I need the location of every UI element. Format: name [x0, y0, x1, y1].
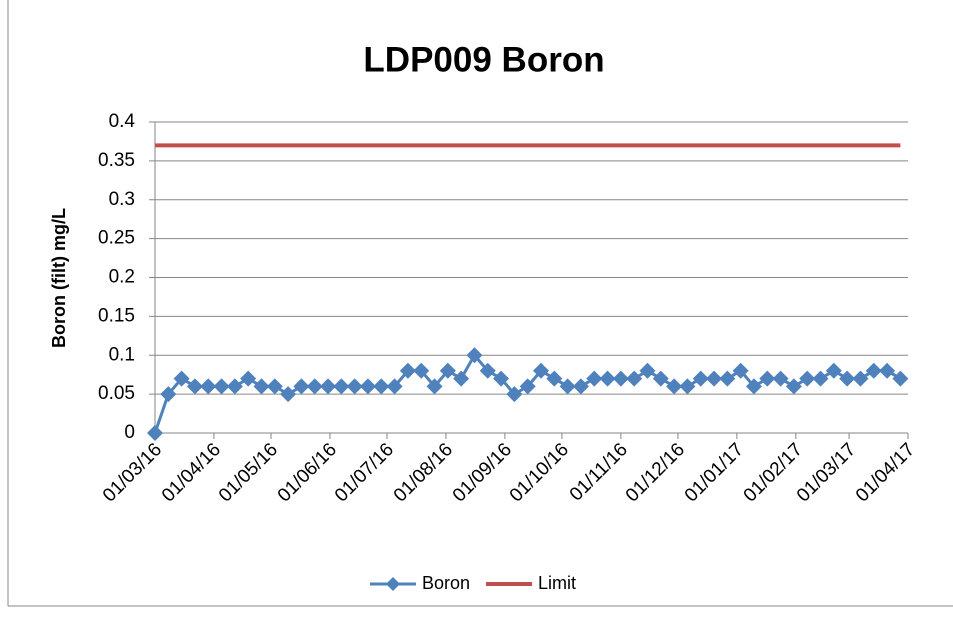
data-point: [479, 362, 496, 379]
data-point: [147, 425, 163, 441]
data-point: [533, 362, 550, 379]
data-point: [626, 370, 643, 387]
data-point: [426, 378, 443, 395]
data-point: [493, 370, 510, 387]
data-point: [612, 370, 629, 387]
data-point: [466, 347, 483, 364]
data-point: [586, 370, 603, 387]
data-point: [839, 370, 856, 387]
data-point: [785, 378, 802, 395]
data-point: [825, 362, 842, 379]
y-tick-label: 0.25: [98, 228, 135, 249]
legend-label: Limit: [538, 573, 576, 593]
data-point: [679, 378, 696, 395]
data-point: [639, 362, 656, 379]
data-point: [266, 378, 283, 395]
data-point: [399, 362, 416, 379]
data-point: [413, 362, 430, 379]
data-point: [359, 378, 376, 395]
data-point: [652, 370, 669, 387]
data-point: [692, 370, 709, 387]
data-point: [346, 378, 363, 395]
y-tick-label: 0.1: [109, 344, 135, 365]
y-tick-label: 0.35: [98, 150, 135, 171]
y-tick-label: 0: [124, 422, 135, 443]
chart-title: LDP009 Boron: [363, 40, 604, 79]
legend-label: Boron: [422, 573, 470, 593]
y-tick-label: 0.3: [109, 189, 135, 210]
data-point: [173, 370, 190, 387]
data-point: [373, 378, 390, 395]
data-point: [306, 378, 323, 395]
data-point: [253, 378, 270, 395]
data-point: [186, 378, 203, 395]
data-point: [892, 370, 909, 387]
data-point: [599, 370, 616, 387]
y-tick-label: 0.2: [109, 267, 135, 288]
y-tick-label: 0.15: [98, 305, 135, 326]
data-point: [386, 378, 403, 395]
data-point: [719, 370, 736, 387]
data-point: [280, 386, 297, 403]
data-point: [879, 362, 896, 379]
data-point: [572, 378, 589, 395]
data-point: [772, 370, 789, 387]
data-point: [546, 370, 563, 387]
data-point: [453, 370, 470, 387]
y-tick-label: 0.05: [98, 383, 135, 404]
data-point: [559, 378, 576, 395]
data-point: [160, 386, 177, 403]
y-axis-label: Boron (filt) mg/L: [49, 208, 69, 348]
data-point: [439, 362, 456, 379]
data-point: [666, 378, 683, 395]
data-point: [213, 378, 230, 395]
data-point: [706, 370, 723, 387]
data-point: [745, 378, 762, 395]
data-point: [852, 370, 869, 387]
data-point: [240, 370, 257, 387]
data-point: [200, 378, 217, 395]
data-point: [799, 370, 816, 387]
data-point: [293, 378, 310, 395]
data-point: [812, 370, 829, 387]
data-point: [865, 362, 882, 379]
data-point: [732, 362, 749, 379]
data-point: [333, 378, 350, 395]
data-point: [759, 370, 776, 387]
y-tick-label: 0.4: [109, 111, 136, 132]
data-point: [506, 386, 523, 403]
legend-marker: [386, 577, 400, 591]
data-point: [320, 378, 337, 395]
data-point: [226, 378, 243, 395]
data-point: [519, 378, 536, 395]
